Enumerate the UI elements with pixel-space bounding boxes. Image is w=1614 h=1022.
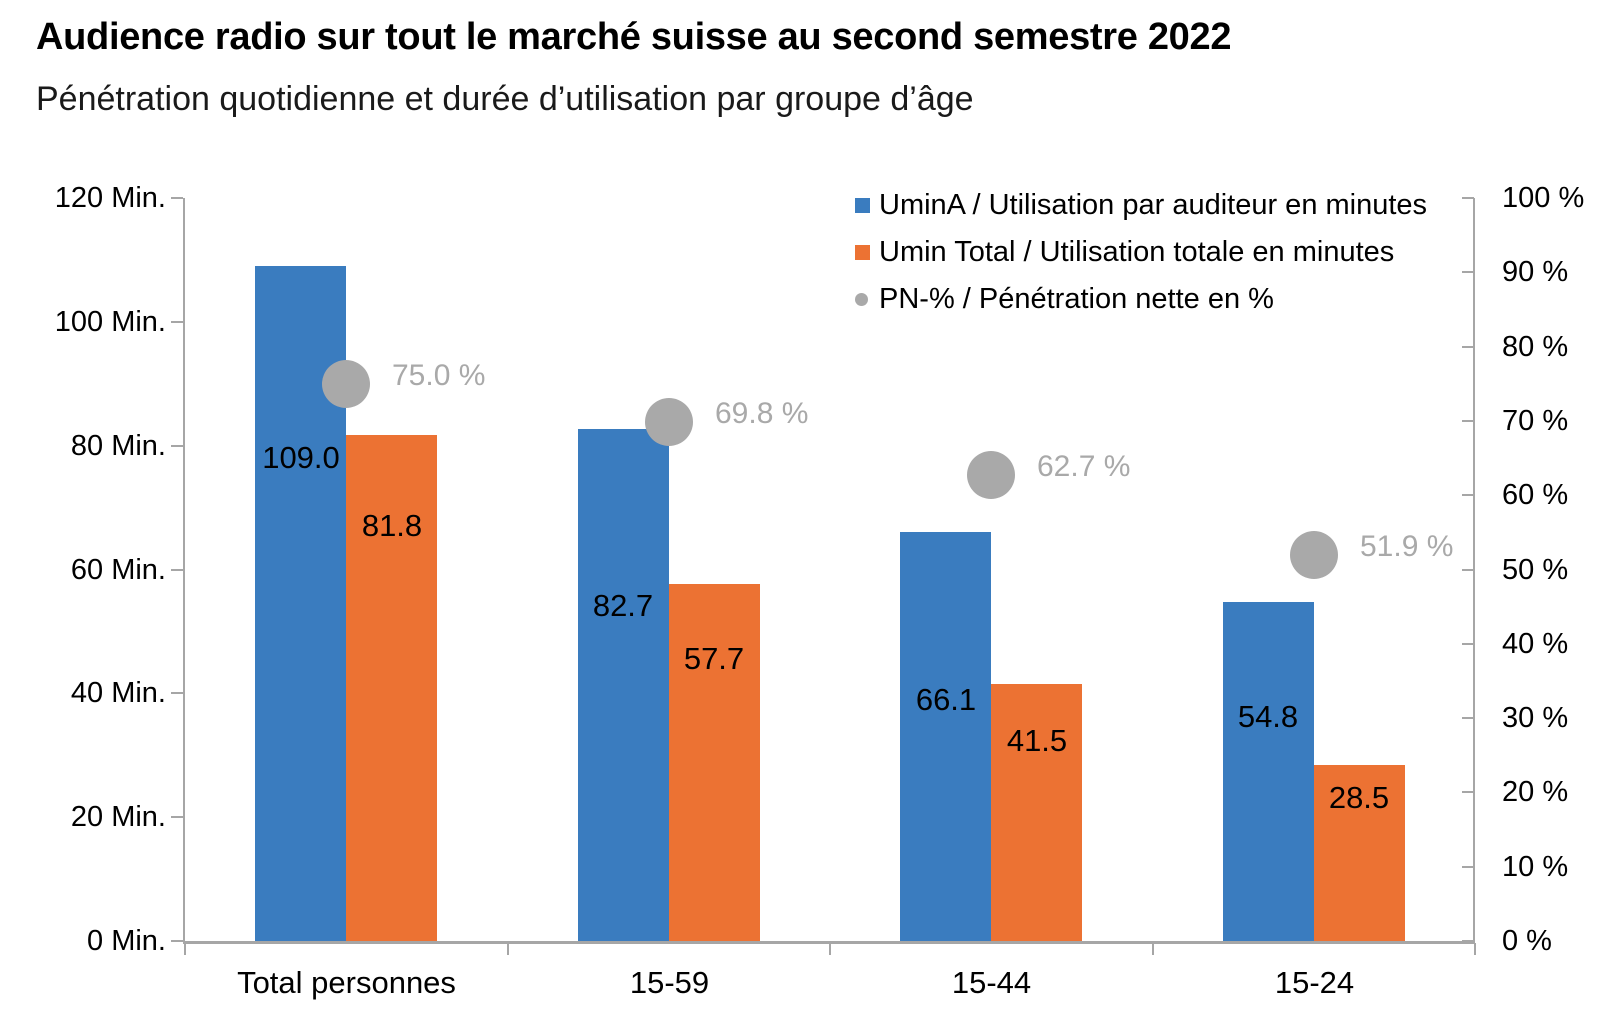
right-axis-tick <box>1462 568 1474 571</box>
legend-label: UminA / Utilisation par auditeur en minu… <box>879 189 1428 221</box>
bar-value-label: 66.1 <box>915 682 977 717</box>
right-axis-tick <box>1462 271 1474 274</box>
left-axis-tick <box>171 940 183 942</box>
left-axis-tick <box>171 568 183 571</box>
legend-circle-icon <box>855 293 868 306</box>
right-axis-tick-label: 20 % <box>1502 776 1569 809</box>
bar-umin-total <box>669 583 760 941</box>
right-axis-tick-label: 80 % <box>1502 330 1569 363</box>
left-axis-line <box>183 198 185 944</box>
right-axis-line <box>1473 198 1475 944</box>
legend-label: Umin Total / Utilisation totale en minut… <box>879 236 1395 268</box>
bar-umina <box>1223 601 1314 941</box>
right-axis-tick-label: 0 % <box>1502 925 1552 957</box>
legend: UminA / Utilisation par auditeur en minu… <box>855 182 1427 323</box>
left-axis-tick-label: 20 Min. <box>70 801 166 834</box>
left-axis-tick-label: 120 Min. <box>54 182 166 214</box>
left-axis-tick <box>171 320 183 323</box>
bar-umin-total <box>346 434 437 941</box>
right-axis-tick-label: 10 % <box>1502 850 1569 883</box>
x-axis-tick <box>1152 943 1154 955</box>
pn-value-label: 75.0 % <box>392 359 486 392</box>
right-axis-tick <box>1462 642 1474 645</box>
right-axis-tick-label: 60 % <box>1502 479 1569 512</box>
right-axis-tick <box>1462 345 1474 348</box>
pn-dot <box>645 398 693 446</box>
x-axis-line <box>183 941 1475 944</box>
x-axis-tick <box>507 943 509 955</box>
category-label: 15-44 <box>951 965 1032 1000</box>
pn-dot <box>322 360 370 408</box>
pn-dot <box>1290 531 1338 579</box>
left-axis-tick-label: 40 Min. <box>70 677 166 710</box>
bar-value-label: 57.7 <box>683 641 745 676</box>
left-axis-tick <box>171 816 183 819</box>
bar-umina <box>578 428 669 941</box>
left-axis-tick-label: 60 Min. <box>70 553 166 586</box>
pn-value-label: 51.9 % <box>1360 530 1454 563</box>
bar-value-label: 41.5 <box>1006 723 1068 758</box>
left-axis-tick <box>171 692 183 695</box>
x-axis-tick <box>829 943 831 955</box>
left-axis-tick <box>171 197 183 199</box>
legend-square-icon <box>855 245 870 260</box>
legend-item: UminA / Utilisation par auditeur en minu… <box>855 182 1427 229</box>
right-axis-tick-label: 70 % <box>1502 404 1569 437</box>
pn-dot <box>967 451 1015 499</box>
category-label: 15-24 <box>1274 965 1355 1000</box>
bar-value-label: 28.5 <box>1328 780 1390 815</box>
legend-square-icon <box>855 198 870 213</box>
category-label: 15-59 <box>629 965 710 1000</box>
right-axis-tick-label: 30 % <box>1502 702 1569 735</box>
right-axis-tick-label: 90 % <box>1502 256 1569 289</box>
left-axis-tick <box>171 444 183 447</box>
left-axis-tick-label: 0 Min. <box>87 925 166 957</box>
chart-title: Audience radio sur tout le marché suisse… <box>36 16 1232 58</box>
chart-subtitle: Pénétration quotidienne et durée d’utili… <box>36 80 974 118</box>
x-axis-tick <box>184 943 186 955</box>
category-label: Total personnes <box>237 965 456 1000</box>
bar-value-label: 81.8 <box>361 508 423 543</box>
right-axis-tick-label: 50 % <box>1502 553 1569 586</box>
legend-item: Umin Total / Utilisation totale en minut… <box>855 229 1427 276</box>
right-axis-tick <box>1462 717 1474 720</box>
bar-value-label: 54.8 <box>1237 699 1299 734</box>
bar-umin-total <box>991 684 1082 941</box>
left-axis-tick-label: 100 Min. <box>54 305 166 338</box>
right-axis-tick <box>1462 419 1474 422</box>
x-axis-tick <box>1474 943 1476 955</box>
right-axis-tick-label: 40 % <box>1502 627 1569 660</box>
pn-value-label: 62.7 % <box>1037 450 1131 483</box>
legend-item: PN-% / Pénétration nette en % <box>855 276 1427 323</box>
left-axis-tick-label: 80 Min. <box>70 429 166 462</box>
right-axis-tick-label: 100 % <box>1502 182 1585 214</box>
bar-umin-total <box>1314 764 1405 941</box>
bar-umina <box>900 531 991 941</box>
right-axis-tick <box>1462 791 1474 794</box>
right-axis-tick <box>1462 865 1474 868</box>
pn-value-label: 69.8 % <box>715 397 809 430</box>
bar-value-label: 82.7 <box>592 588 654 623</box>
legend-label: PN-% / Pénétration nette en % <box>879 283 1274 315</box>
right-axis-tick <box>1462 197 1474 199</box>
right-axis-tick <box>1462 940 1474 942</box>
bar-value-label: 109.0 <box>262 440 340 475</box>
right-axis-tick <box>1462 494 1474 497</box>
